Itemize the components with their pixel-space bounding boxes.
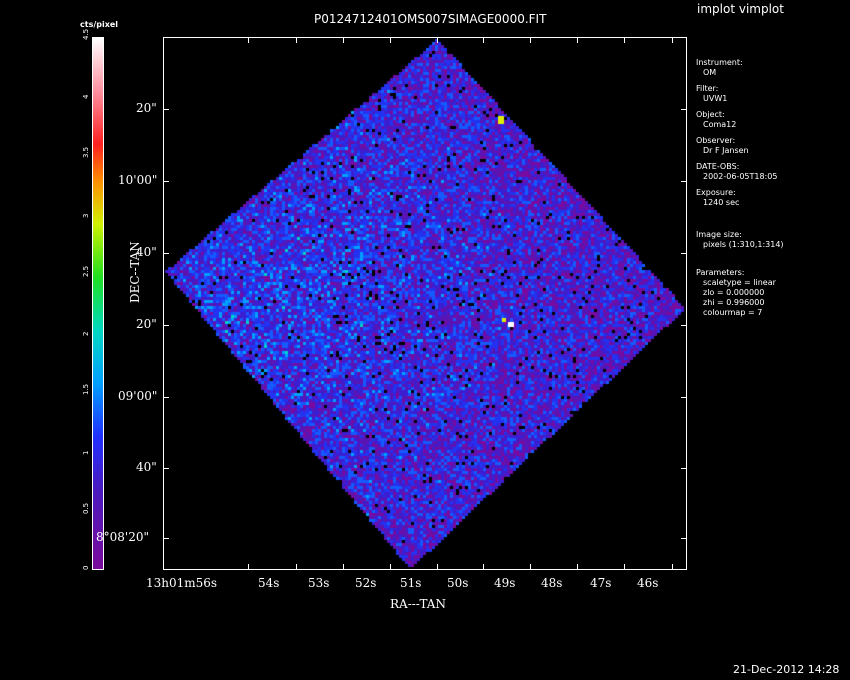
- x-tick-mark: [390, 37, 391, 43]
- x-tick-mark: [296, 564, 297, 570]
- colorbar-tick-label: 3: [82, 213, 90, 218]
- image-size-value: pixels (1:310,1:314): [703, 240, 784, 249]
- colorbar-tick-label: 0: [82, 565, 90, 570]
- y-tick-mark: [163, 109, 169, 110]
- colorbar-label: cts/pixel: [80, 20, 119, 29]
- y-tick-mark: [681, 538, 687, 539]
- instrument-label: Instrument:: [696, 58, 743, 67]
- observer-value: Dr F Jansen: [703, 146, 749, 155]
- x-tick-mark: [624, 564, 625, 570]
- x-tick-mark: [343, 564, 344, 570]
- x-tick-label: 52s: [355, 576, 377, 590]
- colorbar-tick-label: 1: [82, 450, 90, 455]
- y-tick-mark: [681, 253, 687, 254]
- x-tick-label: 51s: [400, 576, 422, 590]
- exposure-label: Exposure:: [696, 188, 736, 197]
- y-tick-mark: [163, 325, 169, 326]
- date-stamp: 21-Dec-2012 14:28: [733, 663, 840, 676]
- y-tick-label: 09'00": [118, 389, 158, 403]
- x-tick-mark: [248, 37, 249, 43]
- x-tick-label: 54s: [258, 576, 280, 590]
- y-tick-mark: [163, 468, 169, 469]
- y-tick-mark: [681, 181, 687, 182]
- x-tick-label: 53s: [308, 576, 330, 590]
- x-tick-mark: [483, 564, 484, 570]
- param-zhi: zhi = 0.996000: [703, 298, 765, 307]
- y-tick-mark: [163, 397, 169, 398]
- y-tick-label: 20": [136, 101, 157, 115]
- date-obs-value: 2002-06-05T18:05: [703, 172, 778, 181]
- colorbar-tick-label: 2: [82, 331, 90, 337]
- x-tick-mark: [624, 37, 625, 43]
- colorbar-tick-label: 0.5: [82, 502, 90, 514]
- x-tick-label: 50s: [447, 576, 469, 590]
- y-tick-label: 10'00": [118, 173, 158, 187]
- x-tick-mark: [530, 564, 531, 570]
- x-tick-mark: [248, 564, 249, 570]
- filter-label: Filter:: [696, 84, 719, 93]
- x-tick-mark: [672, 564, 673, 570]
- y-tick-mark: [681, 397, 687, 398]
- x-tick-label: 48s: [541, 576, 563, 590]
- image-size-label: Image size:: [696, 230, 742, 239]
- parameters-label: Parameters:: [696, 268, 745, 277]
- param-scaletype: scaletype = linear: [703, 278, 776, 287]
- instrument-value: OM: [703, 68, 717, 77]
- x-tick-mark: [437, 37, 438, 43]
- x-tick-mark: [672, 37, 673, 43]
- info-panel: Instrument: OM Filter: UVW1 Object: Coma…: [696, 58, 784, 318]
- x-tick-mark: [437, 564, 438, 570]
- x-tick-mark: [530, 37, 531, 43]
- plot-title: P0124712401OMS007SIMAGE0000.FIT: [314, 12, 547, 26]
- y-tick-mark: [681, 325, 687, 326]
- y-tick-mark: [163, 253, 169, 254]
- y-tick-label: 40": [136, 460, 157, 474]
- app-title: implot vimplot: [697, 2, 784, 16]
- observer-label: Observer:: [696, 136, 736, 145]
- object-label: Object:: [696, 110, 725, 119]
- y-tick-label: 8°08'20": [96, 530, 149, 544]
- x-tick-mark: [577, 37, 578, 43]
- sky-image[interactable]: [162, 36, 688, 572]
- param-zlo: zlo = 0.000000: [703, 288, 765, 297]
- x-tick-label: 47s: [590, 576, 612, 590]
- x-tick-label: 46s: [637, 576, 659, 590]
- x-axis-label: RA---TAN: [390, 597, 446, 611]
- y-tick-mark: [681, 109, 687, 110]
- object-value: Coma12: [703, 120, 737, 129]
- x-tick-mark: [343, 37, 344, 43]
- date-obs-label: DATE-OBS:: [696, 162, 740, 171]
- colorbar-tick-label: 3.5: [82, 147, 90, 159]
- colorbar: [92, 37, 104, 570]
- y-tick-label: 40": [136, 245, 157, 259]
- y-tick-mark: [163, 538, 169, 539]
- colorbar-tick-label: 4.5: [82, 28, 90, 40]
- y-tick-mark: [163, 181, 169, 182]
- colorbar-tick-label: 2.5: [82, 265, 90, 277]
- y-tick-mark: [681, 468, 687, 469]
- y-tick-label: 20": [136, 317, 157, 331]
- colorbar-tick-label: 1.5: [82, 384, 90, 396]
- x-tick-mark: [577, 564, 578, 570]
- x-tick-label: 13h01m56s: [146, 576, 218, 590]
- colorbar-tick-label: 4: [82, 94, 90, 100]
- exposure-value: 1240 sec: [703, 198, 740, 207]
- x-tick-label: 49s: [494, 576, 516, 590]
- filter-value: UVW1: [703, 94, 728, 103]
- x-tick-mark: [390, 564, 391, 570]
- param-colourmap: colourmap = 7: [703, 308, 763, 317]
- x-tick-mark: [483, 37, 484, 43]
- x-tick-mark: [296, 37, 297, 43]
